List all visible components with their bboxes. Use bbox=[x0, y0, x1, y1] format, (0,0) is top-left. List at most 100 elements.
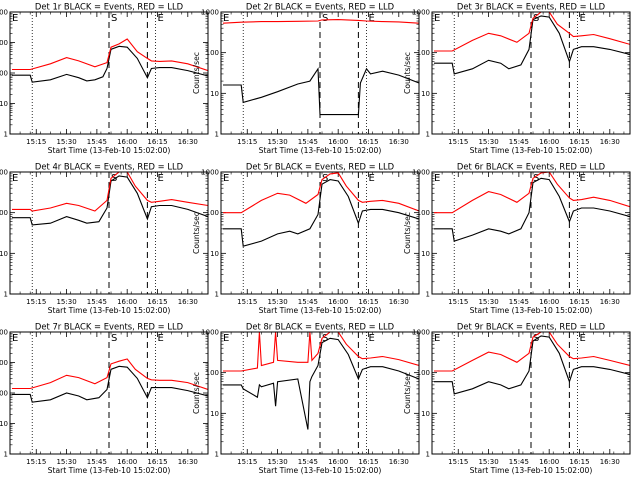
event-marker-label: E bbox=[579, 173, 585, 184]
y-axis-label: Counts/sec bbox=[192, 372, 201, 414]
panel-title: Det 9r BLACK = Events, RED = LLD bbox=[457, 322, 605, 332]
x-tick-label: 16:00 bbox=[328, 298, 348, 306]
event-marker-label: S bbox=[322, 13, 328, 24]
panel-title: Det 5r BLACK = Events, RED = LLD bbox=[246, 162, 394, 172]
series-events-line bbox=[223, 179, 419, 247]
y-tick-label: 1000 bbox=[412, 9, 430, 17]
event-marker-label: E bbox=[12, 13, 18, 24]
panel-title: Det 6r BLACK = Events, RED = LLD bbox=[457, 162, 605, 172]
panel-title: Det 3r BLACK = Events, RED = LLD bbox=[457, 2, 605, 12]
x-axis-label: Start Time (13-Feb-10 15:02:00) bbox=[48, 306, 171, 315]
series-lld-line bbox=[223, 332, 419, 372]
x-tick-label: 16:00 bbox=[539, 298, 559, 306]
x-tick-label: 15:30 bbox=[478, 298, 498, 306]
panel-det-3: Det 3r BLACK = Events, RED = LLD 1 10 100 10… bbox=[403, 2, 631, 155]
plot-frame bbox=[220, 171, 420, 295]
x-tick-label: 16:30 bbox=[178, 458, 198, 466]
plot-frame bbox=[431, 11, 631, 135]
y-axis-label: Counts/sec bbox=[192, 212, 201, 254]
x-axis-label: Start Time (13-Feb-10 15:02:00) bbox=[470, 306, 593, 315]
event-marker-label: E bbox=[579, 13, 585, 24]
y-tick-label: 1000 bbox=[201, 169, 219, 177]
x-tick-label: 15:30 bbox=[56, 458, 76, 466]
x-tick-label: 15:45 bbox=[509, 458, 529, 466]
x-tick-label: 16:30 bbox=[600, 298, 620, 306]
y-tick-label: 1 bbox=[426, 131, 430, 139]
panel-title: Det 1r BLACK = Events, RED = LLD bbox=[35, 2, 183, 12]
y-tick-label: 1 bbox=[4, 291, 8, 299]
x-tick-label: 16:30 bbox=[389, 138, 409, 146]
x-tick-label: 16:15 bbox=[358, 138, 378, 146]
plot-frame bbox=[220, 11, 420, 135]
x-axis-label: Start Time (13-Feb-10 15:02:00) bbox=[259, 306, 382, 315]
y-tick-label: 100 bbox=[0, 70, 8, 78]
y-tick-label: 1000 bbox=[412, 329, 430, 337]
x-tick-label: 15:45 bbox=[509, 138, 529, 146]
y-tick-label: 10 bbox=[210, 90, 219, 98]
panel-det-9: Det 9r BLACK = Events, RED = LLD 1 10 100 10… bbox=[403, 322, 631, 475]
series-events-line bbox=[12, 365, 208, 403]
y-tick-label: 1 bbox=[215, 451, 219, 459]
event-marker-label: E bbox=[434, 13, 440, 24]
x-tick-label: 15:15 bbox=[26, 298, 46, 306]
y-tick-label: 100 bbox=[417, 369, 430, 377]
x-tick-label: 15:30 bbox=[56, 138, 76, 146]
event-marker-label: S bbox=[322, 333, 328, 344]
x-tick-label: 16:00 bbox=[539, 138, 559, 146]
y-tick-label: 10 bbox=[210, 410, 219, 418]
y-tick-label: 1 bbox=[426, 451, 430, 459]
x-tick-label: 15:15 bbox=[26, 138, 46, 146]
y-tick-label: 10 bbox=[421, 250, 430, 258]
y-tick-label: 10 bbox=[421, 90, 430, 98]
x-axis-label: Start Time (13-Feb-10 15:02:00) bbox=[48, 146, 171, 155]
plot-frame bbox=[9, 11, 209, 135]
x-tick-label: 15:45 bbox=[298, 298, 318, 306]
y-axis-label: Counts/sec bbox=[192, 52, 201, 94]
y-tick-label: 10 bbox=[0, 100, 8, 108]
y-tick-label: 1000 bbox=[412, 169, 430, 177]
y-tick-label: 100 bbox=[206, 369, 219, 377]
event-marker-label: S bbox=[533, 173, 539, 184]
y-tick-label: 1 bbox=[4, 451, 8, 459]
event-marker-label: S bbox=[111, 13, 117, 24]
y-tick-label: 100 bbox=[0, 390, 8, 398]
panel-det-6: Det 6r BLACK = Events, RED = LLD 1 10 100 10… bbox=[403, 162, 631, 315]
panel-det-2: Det 2r BLACK = Events, RED = LLD 1 10 100 10… bbox=[192, 2, 420, 155]
series-lld-line bbox=[434, 332, 630, 372]
x-tick-label: 16:30 bbox=[178, 298, 198, 306]
x-tick-label: 15:30 bbox=[478, 138, 498, 146]
y-tick-label: 1000 bbox=[0, 359, 8, 367]
y-tick-label: 10 bbox=[0, 420, 8, 428]
x-tick-label: 15:45 bbox=[87, 138, 107, 146]
x-axis-label: Start Time (13-Feb-10 15:02:00) bbox=[259, 146, 382, 155]
series-events-line bbox=[12, 45, 208, 83]
event-marker-label: S bbox=[322, 173, 328, 184]
panel-det-4: Det 4r BLACK = Events, RED = LLD 1 10 100 10… bbox=[0, 162, 209, 315]
x-tick-label: 16:00 bbox=[117, 138, 137, 146]
y-tick-label: 1000 bbox=[0, 39, 8, 47]
x-tick-label: 15:15 bbox=[237, 458, 257, 466]
event-marker-label: E bbox=[157, 13, 163, 24]
y-tick-label: 100 bbox=[417, 209, 430, 217]
x-tick-label: 16:15 bbox=[147, 458, 167, 466]
x-tick-label: 15:15 bbox=[448, 298, 468, 306]
y-tick-label: 1 bbox=[4, 131, 8, 139]
panel-det-1: Det 1r BLACK = Events, RED = LLD 1 10 100 10… bbox=[0, 2, 209, 155]
plot-frame bbox=[9, 171, 209, 295]
series-lld-line bbox=[12, 358, 208, 391]
x-tick-label: 15:30 bbox=[267, 138, 287, 146]
event-marker-label: E bbox=[434, 173, 440, 184]
y-tick-label: 100 bbox=[206, 209, 219, 217]
y-tick-label: 100 bbox=[206, 49, 219, 57]
x-tick-label: 15:15 bbox=[448, 458, 468, 466]
event-marker-label: E bbox=[12, 333, 18, 344]
x-tick-label: 15:30 bbox=[56, 298, 76, 306]
y-axis-label: Counts/sec bbox=[403, 212, 412, 254]
x-tick-label: 15:15 bbox=[26, 458, 46, 466]
event-marker-label: E bbox=[434, 333, 440, 344]
event-marker-label: E bbox=[12, 173, 18, 184]
x-tick-label: 16:30 bbox=[600, 458, 620, 466]
x-tick-label: 15:30 bbox=[267, 458, 287, 466]
